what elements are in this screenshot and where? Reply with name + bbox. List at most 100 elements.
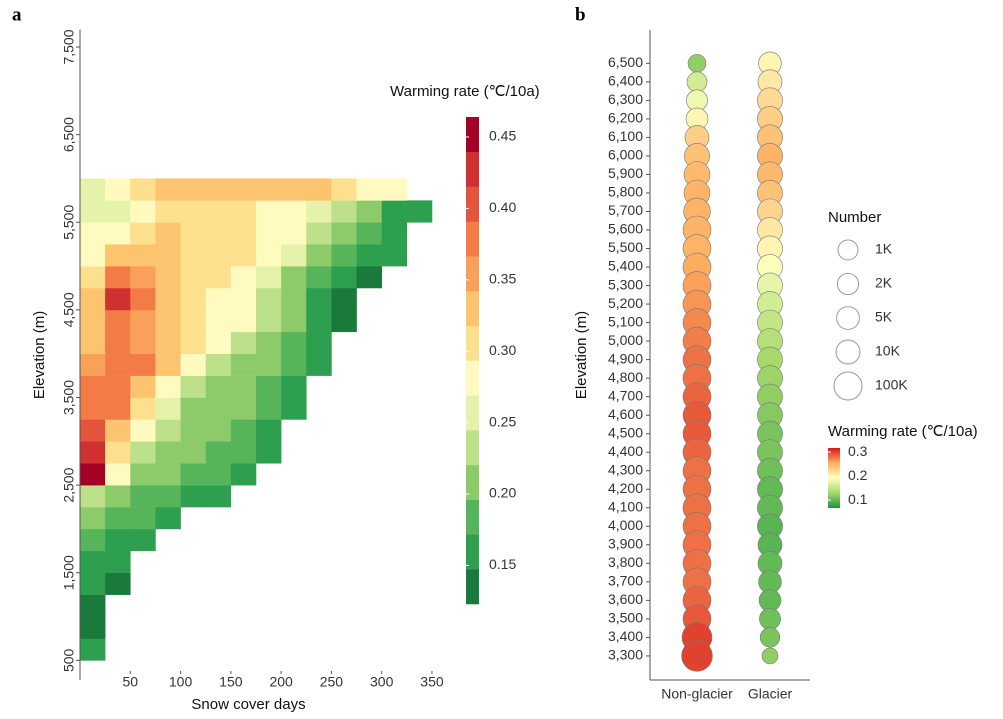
colorbar-band <box>466 117 479 153</box>
heat-cell <box>105 287 131 311</box>
heat-cell <box>230 287 257 311</box>
heat-cell <box>205 200 232 223</box>
size-legend-circle <box>833 371 863 401</box>
x-tick-label: 300 <box>370 674 394 690</box>
x-tick-label: 150 <box>219 674 243 690</box>
heat-cell <box>180 244 207 267</box>
heat-cell <box>180 287 207 311</box>
heat-cell <box>105 331 131 354</box>
x-tick-label: Non-glacier <box>661 686 733 702</box>
y-tick-label: 5,700 <box>608 202 643 218</box>
heat-cell <box>105 485 131 508</box>
y-tick-label: 5,800 <box>608 184 643 200</box>
heat-cell <box>255 222 282 245</box>
heat-cell <box>105 375 131 398</box>
y-tick-label: 4,200 <box>608 480 643 496</box>
heat-cell <box>130 375 156 398</box>
heat-cell <box>281 353 307 376</box>
heat-cell <box>105 266 131 289</box>
bubble <box>761 647 779 665</box>
heat-cell <box>306 178 332 201</box>
heat-cell <box>130 528 156 552</box>
size-legend-title: Number <box>828 209 881 226</box>
heat-cell <box>130 463 156 486</box>
colorbar-band <box>466 430 479 466</box>
y-tick-label: 5,200 <box>608 295 643 311</box>
colorbar-band <box>466 569 479 605</box>
heat-cell <box>80 244 106 267</box>
heat-cell <box>205 397 232 420</box>
heat-cell <box>155 397 181 420</box>
heat-cell <box>130 178 156 201</box>
y-tick-label: 6,200 <box>608 110 643 126</box>
panel-label: b <box>575 4 586 25</box>
x-tick-label: 200 <box>269 674 293 690</box>
heat-cell <box>105 353 131 376</box>
heat-cell <box>331 178 357 201</box>
heat-cell <box>105 463 131 486</box>
bubble <box>686 71 708 93</box>
heat-cell <box>230 375 257 398</box>
heat-cell <box>205 441 232 464</box>
y-tick-label: 3,500 <box>608 610 643 626</box>
y-tick-label: 5,600 <box>608 221 643 237</box>
heat-cell <box>306 309 332 333</box>
heat-cell <box>281 375 307 398</box>
heat-cell <box>80 266 106 289</box>
heat-cell <box>205 178 232 201</box>
y-tick-label: 6,500 <box>61 117 77 152</box>
size-legend-label: 1K <box>875 241 893 257</box>
heat-cell <box>381 244 408 267</box>
y-tick-label: 5,500 <box>61 205 77 240</box>
heat-cell <box>155 507 181 530</box>
heat-cell <box>281 287 307 311</box>
x-tick-label: 100 <box>169 674 193 690</box>
bubble <box>681 640 713 672</box>
heat-cell <box>180 441 207 464</box>
heat-cell <box>105 222 131 245</box>
heat-cell <box>155 463 181 486</box>
heat-cell <box>205 419 232 442</box>
colorbar-band <box>466 290 479 327</box>
y-tick-label: 3,900 <box>608 536 643 552</box>
heat-cell <box>255 397 282 420</box>
heat-cell <box>180 309 207 333</box>
heat-cell <box>105 244 131 267</box>
size-legend-label: 10K <box>875 343 901 359</box>
heat-cell <box>105 572 131 595</box>
heat-cell <box>205 244 232 267</box>
colorbar-band <box>466 221 479 257</box>
x-tick-label: 50 <box>122 674 138 690</box>
heat-cell <box>80 507 106 530</box>
colorbar-tick-label: 0.35 <box>489 271 516 287</box>
heat-cell <box>80 178 106 201</box>
heat-cell <box>80 441 106 464</box>
y-tick-label: 4,700 <box>608 387 643 403</box>
heat-cell <box>205 287 232 311</box>
heat-cell <box>255 200 282 223</box>
heat-cell <box>230 441 257 464</box>
heat-cell <box>356 222 382 245</box>
colorbar-band <box>466 256 479 292</box>
heat-cell <box>230 200 257 223</box>
heat-cell <box>130 200 156 223</box>
heat-cell <box>356 200 382 223</box>
heat-cell <box>255 178 282 201</box>
y-tick-label: 3,700 <box>608 573 643 589</box>
y-tick-label: 3,400 <box>608 628 643 644</box>
heat-cell <box>281 222 307 245</box>
y-tick-label: 3,800 <box>608 554 643 570</box>
y-axis-title: Elevation (m) <box>573 311 590 399</box>
heat-cell <box>356 244 382 267</box>
heat-cell <box>155 485 181 508</box>
heat-cell <box>281 397 307 420</box>
size-legend-label: 5K <box>875 309 893 325</box>
y-axis-title: Elevation (m) <box>31 311 48 399</box>
heat-cell <box>155 331 181 354</box>
size-legend-circle <box>836 306 860 330</box>
colorbar-band <box>466 499 479 535</box>
y-tick-label: 4,400 <box>608 443 643 459</box>
y-tick-label: 5,000 <box>608 332 643 348</box>
heat-cell <box>306 287 332 311</box>
colorbar-band <box>466 325 479 361</box>
